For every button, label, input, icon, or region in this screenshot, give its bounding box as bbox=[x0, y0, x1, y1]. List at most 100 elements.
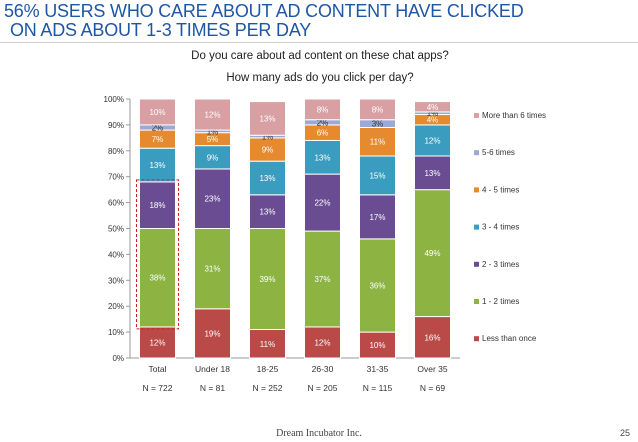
bar-segment bbox=[249, 194, 286, 229]
bar-segment bbox=[304, 139, 341, 175]
legend-swatch bbox=[474, 299, 479, 304]
data-label: 12% bbox=[149, 338, 165, 347]
sample-size-label: N = 252 bbox=[252, 383, 282, 393]
data-label: 13% bbox=[424, 169, 440, 178]
legend-swatch bbox=[474, 113, 479, 118]
legend-label: Less than once bbox=[482, 334, 537, 343]
y-tick-label: 90% bbox=[108, 121, 124, 130]
data-label: 19% bbox=[204, 329, 220, 338]
bar-segment bbox=[359, 98, 396, 121]
y-tick-label: 10% bbox=[108, 328, 124, 337]
data-label: 10% bbox=[369, 341, 385, 350]
data-label: 15% bbox=[369, 171, 385, 180]
data-label: 13% bbox=[149, 161, 165, 170]
data-label: 13% bbox=[259, 208, 275, 217]
page-number: 25 bbox=[619, 428, 630, 438]
legend-swatch bbox=[474, 224, 479, 230]
sample-size-label: N = 69 bbox=[420, 383, 446, 393]
data-label: 9% bbox=[262, 146, 274, 155]
bar-segment bbox=[304, 230, 341, 328]
bar-segment bbox=[249, 101, 286, 136]
y-tick-label: 0% bbox=[112, 354, 124, 363]
slide-title-line-1: 56% USERS WHO CARE ABOUT AD CONTENT HAVE… bbox=[4, 1, 524, 21]
bar-segment bbox=[139, 228, 176, 328]
data-label: 2% bbox=[317, 118, 329, 127]
y-tick-label: 100% bbox=[104, 95, 124, 104]
data-label: 18% bbox=[149, 201, 165, 210]
y-tick-label: 80% bbox=[108, 147, 124, 156]
bar-segment bbox=[194, 228, 231, 310]
data-label: 9% bbox=[207, 153, 219, 162]
bar-segment bbox=[139, 147, 176, 183]
data-label: 7% bbox=[152, 135, 164, 144]
data-label: 8% bbox=[317, 105, 329, 114]
highlight-box bbox=[136, 179, 179, 330]
data-label: 13% bbox=[259, 114, 275, 123]
y-tick-label: 40% bbox=[108, 250, 124, 259]
data-label: 1% bbox=[207, 127, 219, 136]
chart-title-line-2: How many ads do you click per day? bbox=[226, 72, 414, 84]
y-tick-label: 70% bbox=[108, 173, 124, 182]
footer-company: Dream Incubator Inc. bbox=[276, 428, 362, 439]
legend-swatch bbox=[474, 336, 479, 342]
data-label: 8% bbox=[372, 105, 384, 114]
data-label: 13% bbox=[314, 153, 330, 162]
sample-size-label: N = 205 bbox=[307, 383, 337, 393]
bar-segment bbox=[249, 228, 286, 331]
x-tick-label: Under 18 bbox=[195, 364, 230, 374]
data-label: 12% bbox=[424, 136, 440, 145]
y-tick-label: 30% bbox=[108, 276, 124, 285]
x-tick-label: 18-25 bbox=[257, 364, 279, 374]
data-label: 12% bbox=[204, 111, 220, 120]
data-label: 5% bbox=[207, 135, 219, 144]
data-label: 11% bbox=[370, 138, 385, 147]
bar-segment bbox=[414, 316, 451, 359]
bar-segment bbox=[414, 124, 451, 157]
bar-segment bbox=[414, 101, 451, 113]
bar-segment bbox=[249, 329, 286, 359]
slide-title: 56% USERS WHO CARE ABOUT AD CONTENT HAVE… bbox=[4, 2, 634, 40]
data-label: 22% bbox=[314, 199, 330, 208]
data-label: 4% bbox=[427, 116, 439, 125]
x-tick-label: Total bbox=[149, 364, 167, 374]
bar-segment bbox=[359, 194, 396, 240]
data-label: 49% bbox=[424, 249, 440, 258]
data-label: 37% bbox=[314, 275, 330, 284]
legend-swatch bbox=[474, 261, 479, 267]
bar-segment bbox=[359, 331, 396, 359]
legend-label: 1 - 2 times bbox=[482, 297, 519, 306]
data-label: 23% bbox=[204, 195, 220, 204]
legend-label: More than 6 times bbox=[482, 111, 546, 120]
bar-segment bbox=[414, 155, 451, 191]
data-label: 10% bbox=[149, 108, 165, 117]
bar-segment bbox=[359, 238, 396, 333]
legend-label: 4 - 5 times bbox=[482, 185, 519, 194]
data-label: 17% bbox=[369, 213, 385, 222]
x-tick-label: Over 35 bbox=[417, 364, 448, 374]
legend-label: 5-6 times bbox=[482, 148, 515, 157]
bar-segment bbox=[139, 181, 176, 230]
data-label: 36% bbox=[369, 281, 385, 290]
chart-title-line-1: Do you care about ad content on these ch… bbox=[191, 50, 449, 62]
data-label: 3% bbox=[372, 120, 384, 129]
data-label: 1% bbox=[427, 109, 439, 118]
data-label: 38% bbox=[149, 274, 165, 283]
bar-segment bbox=[304, 98, 341, 121]
sample-size-label: N = 81 bbox=[200, 383, 226, 393]
data-label: 2% bbox=[152, 123, 164, 132]
data-label: 6% bbox=[317, 129, 329, 138]
data-label: 4% bbox=[427, 103, 439, 112]
title-divider bbox=[0, 42, 638, 43]
slide-title-line-2: ON ADS ABOUT 1-3 TIMES PER DAY bbox=[10, 20, 312, 40]
x-tick-label: 26-30 bbox=[312, 364, 334, 374]
bar-segment bbox=[194, 168, 231, 229]
legend-label: 2 - 3 times bbox=[482, 260, 519, 269]
legend-swatch bbox=[474, 150, 479, 156]
y-tick-label: 50% bbox=[108, 225, 124, 234]
bar-segment bbox=[304, 326, 341, 359]
data-label: 1% bbox=[262, 133, 274, 142]
y-tick-label: 60% bbox=[108, 199, 124, 208]
data-label: 39% bbox=[259, 275, 275, 284]
data-label: 31% bbox=[204, 265, 220, 274]
